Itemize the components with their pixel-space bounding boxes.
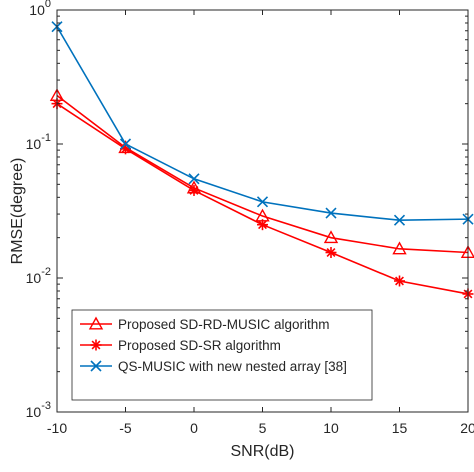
asterisk-marker — [90, 339, 102, 351]
y-tick-base: 10 — [29, 2, 45, 18]
y-tick-base: 10 — [26, 404, 42, 420]
asterisk-marker — [394, 275, 405, 287]
x-marker — [393, 214, 406, 226]
legend-entry: QS-MUSIC with new nested array [38] — [80, 359, 347, 374]
y-tick-exponent: -2 — [41, 266, 51, 278]
legend-entry: Proposed SD-SR algorithm — [80, 338, 281, 353]
x-marker — [119, 138, 132, 150]
asterisk-marker — [325, 246, 337, 258]
legend-entry: Proposed SD-RD-MUSIC algorithm — [80, 316, 330, 332]
x-axis-label: SNR(dB) — [230, 443, 294, 460]
x-tick-label: 5 — [259, 420, 267, 436]
y-axis-label: RMSE(degree) — [9, 158, 26, 265]
x-marker — [256, 196, 269, 208]
triangle-marker — [392, 241, 407, 255]
y-tick-base: 10 — [26, 270, 42, 286]
legend: Proposed SD-RD-MUSIC algorithm Proposed S… — [71, 309, 373, 401]
legend-label: Proposed SD-SR algorithm — [118, 338, 281, 353]
triangle-marker — [88, 316, 104, 330]
y-tick-exponent: -3 — [41, 400, 51, 412]
legend-label: QS-MUSIC with new nested array [38] — [118, 359, 347, 374]
x-tick-label: -10 — [47, 420, 67, 436]
y-tick-base: 10 — [26, 136, 42, 152]
y-tick-exponent: -1 — [41, 132, 51, 144]
y-tick-label: 10-3 — [26, 400, 51, 420]
x-tick-label: -5 — [119, 420, 132, 436]
y-tick-exponent: 0 — [45, 0, 51, 10]
x-marker — [90, 360, 102, 372]
triangle-marker — [323, 230, 339, 244]
asterisk-marker — [257, 219, 268, 231]
x-tick-label: 0 — [190, 420, 198, 436]
legend-box — [71, 309, 373, 401]
x-marker — [188, 173, 200, 185]
y-tick-label: 100 — [29, 0, 51, 18]
axes-layer: -10 -5 0 5 10 15 2010010-110-210-3SNR(dB)RMSE(… — [9, 0, 474, 460]
x-tick-label: 20 — [460, 420, 474, 436]
x-tick-label: 10 — [323, 420, 339, 436]
legend-label: Proposed SD-RD-MUSIC algorithm — [118, 317, 330, 332]
y-tick-label: 10-2 — [26, 266, 51, 286]
asterisk-marker — [188, 184, 200, 196]
y-tick-label: 10-1 — [26, 132, 51, 152]
x-tick-label: 15 — [392, 420, 408, 436]
series-3 — [51, 21, 474, 226]
x-marker — [325, 207, 337, 219]
